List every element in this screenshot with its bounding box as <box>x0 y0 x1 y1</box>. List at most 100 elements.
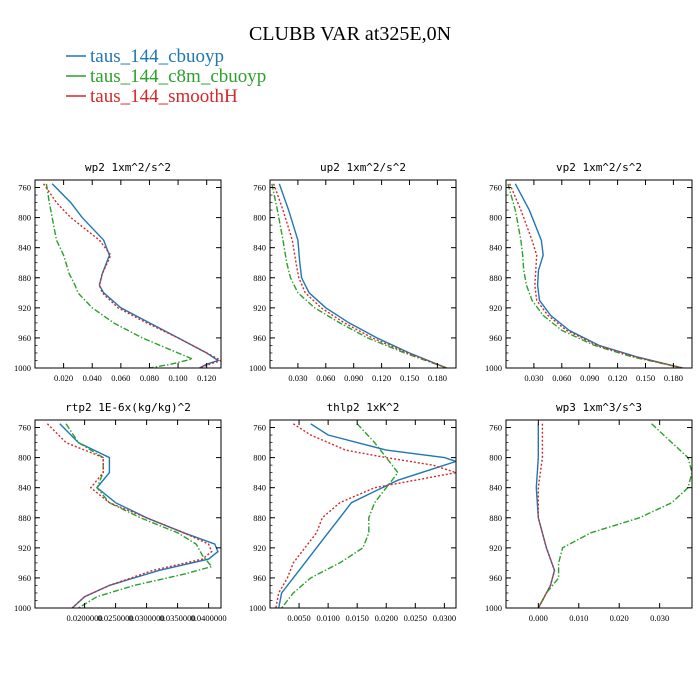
ytick-label-5-6: 960 <box>253 573 266 583</box>
xtick-label-2-4: 0.120 <box>372 373 391 383</box>
xtick-label-1-5: 0.100 <box>169 373 188 383</box>
panel-frame-4 <box>34 419 222 609</box>
xtick-label-6-3: 0.020 <box>610 613 629 623</box>
panel-frame-2 <box>269 179 457 369</box>
ytick-label-2-3: 840 <box>253 243 266 253</box>
ytick-label-6-3: 840 <box>489 483 502 493</box>
panel-title-3: vp2 1xm^2/s^2 <box>556 161 642 174</box>
ytick-label-6-4: 880 <box>489 513 502 523</box>
xtick-label-6-1: 0.000 <box>529 613 548 623</box>
xtick-label-5-6: 0.0300 <box>433 613 456 623</box>
ytick-label-1-2: 800 <box>18 213 31 223</box>
ytick-label-4-2: 800 <box>18 453 31 463</box>
ytick-label-2-7: 1000 <box>249 363 266 373</box>
legend-label-3: taus_144_smoothH <box>90 86 238 107</box>
xtick-label-3-6: 0.180 <box>664 373 683 383</box>
ytick-label-3-5: 920 <box>489 303 502 313</box>
panel-1-series-2 <box>45 183 195 368</box>
panel-title-5: thlp2 1xK^2 <box>327 401 400 414</box>
panel-4: rtp2 1E-6x(kg/kg)^2 760 800 840 880 920 960 100… <box>14 401 227 623</box>
ytick-label-1-5: 920 <box>18 303 31 313</box>
xtick-label-1-3: 0.060 <box>111 373 130 383</box>
legend-entry-3: taus_144_smoothH <box>66 86 238 107</box>
ytick-label-3-2: 800 <box>489 213 502 223</box>
panel-5-series-1 <box>278 423 456 608</box>
legend-entry-2: taus_144_c8m_cbuoyp <box>66 66 266 87</box>
xtick-label-6-2: 0.010 <box>569 613 588 623</box>
xtick-label-1-1: 0.020 <box>54 373 73 383</box>
ytick-label-1-4: 880 <box>18 273 31 283</box>
ytick-label-5-3: 840 <box>253 483 266 493</box>
xtick-label-3-5: 0.150 <box>636 373 655 383</box>
panel-2: up2 1xm^2/s^2 760 800 840 880 920 960 1000 0.030… <box>249 161 457 383</box>
xtick-label-4-4: 0.0350000 <box>160 613 196 623</box>
ytick-label-2-1: 760 <box>253 183 266 193</box>
ytick-label-2-6: 960 <box>253 333 266 343</box>
panel-frame-1 <box>34 179 222 369</box>
xtick-label-3-3: 0.090 <box>580 373 599 383</box>
ytick-label-6-6: 960 <box>489 573 502 583</box>
xtick-label-1-6: 0.120 <box>197 373 216 383</box>
xtick-label-5-3: 0.0150 <box>346 613 369 623</box>
legend: taus_144_cbuoyp taus_144_c8m_cbuoyp taus… <box>66 46 266 107</box>
panels: wp2 1xm^2/s^2 760 800 840 880 920 960 1000 0.020… <box>14 161 693 623</box>
ytick-label-3-4: 880 <box>489 273 502 283</box>
ytick-label-5-1: 760 <box>253 423 266 433</box>
panel-frame-6 <box>505 419 693 609</box>
panel-title-4: rtp2 1E-6x(kg/kg)^2 <box>65 401 191 414</box>
ytick-label-4-6: 960 <box>18 573 31 583</box>
xtick-label-5-2: 0.0100 <box>316 613 339 623</box>
ytick-label-3-6: 960 <box>489 333 502 343</box>
xtick-label-6-4: 0.030 <box>650 613 669 623</box>
ytick-label-4-5: 920 <box>18 543 31 553</box>
panel-3-series-2 <box>507 183 683 368</box>
ytick-label-6-5: 920 <box>489 543 502 553</box>
panel-3-series-1 <box>514 183 683 368</box>
panel-2-series-2 <box>271 183 447 368</box>
ytick-label-4-4: 880 <box>18 513 31 523</box>
xtick-label-3-1: 0.030 <box>524 373 543 383</box>
ytick-label-2-4: 880 <box>253 273 266 283</box>
panel-4-series-3 <box>46 423 213 608</box>
xtick-label-3-2: 0.060 <box>552 373 571 383</box>
ytick-label-3-1: 760 <box>489 183 502 193</box>
panel-6: wp3 1xm^3/s^3 760 800 840 880 920 960 1000 0.000… <box>485 401 693 623</box>
ytick-label-1-7: 1000 <box>14 363 31 373</box>
panel-2-series-3 <box>273 183 447 368</box>
ytick-label-1-1: 760 <box>18 183 31 193</box>
xtick-label-1-4: 0.080 <box>140 373 159 383</box>
panel-6-series-1 <box>535 423 556 608</box>
panel-6-series-3 <box>537 423 556 608</box>
ytick-label-3-3: 840 <box>489 243 502 253</box>
ytick-label-1-6: 960 <box>18 333 31 343</box>
panel-1-series-1 <box>51 183 220 368</box>
panel-5-series-3 <box>275 423 456 608</box>
panel-3: vp2 1xm^2/s^2 760 800 840 880 920 960 1000 0.030… <box>485 161 693 383</box>
xtick-label-5-4: 0.0200 <box>375 613 398 623</box>
ytick-label-5-7: 1000 <box>249 603 266 613</box>
xtick-label-3-4: 0.120 <box>608 373 627 383</box>
panel-2-series-1 <box>278 183 447 368</box>
xtick-label-2-6: 0.180 <box>428 373 447 383</box>
ytick-label-4-1: 760 <box>18 423 31 433</box>
panel-3-series-3 <box>509 183 683 368</box>
ytick-label-3-7: 1000 <box>485 363 502 373</box>
panel-4-series-2 <box>65 423 213 608</box>
panel-5: thlp2 1xK^2 760 800 840 880 920 960 1000 0.0050 0… <box>249 401 457 623</box>
legend-label-1: taus_144_cbuoyp <box>90 46 224 67</box>
xtick-label-2-2: 0.060 <box>316 373 335 383</box>
xtick-label-4-5: 0.0400000 <box>191 613 227 623</box>
ytick-label-5-4: 880 <box>253 513 266 523</box>
xtick-label-2-1: 0.030 <box>288 373 307 383</box>
ytick-label-4-7: 1000 <box>14 603 31 613</box>
ytick-label-2-2: 800 <box>253 213 266 223</box>
xtick-label-2-3: 0.090 <box>344 373 363 383</box>
panel-title-6: wp3 1xm^3/s^3 <box>556 401 642 414</box>
xtick-label-4-3: 0.0300000 <box>129 613 165 623</box>
panel-frame-3 <box>505 179 693 369</box>
panel-1: wp2 1xm^2/s^2 760 800 840 880 920 960 1000 0.020… <box>14 161 222 383</box>
xtick-label-1-2: 0.040 <box>83 373 102 383</box>
xtick-label-2-5: 0.150 <box>400 373 419 383</box>
legend-label-2: taus_144_c8m_cbuoyp <box>90 66 266 87</box>
